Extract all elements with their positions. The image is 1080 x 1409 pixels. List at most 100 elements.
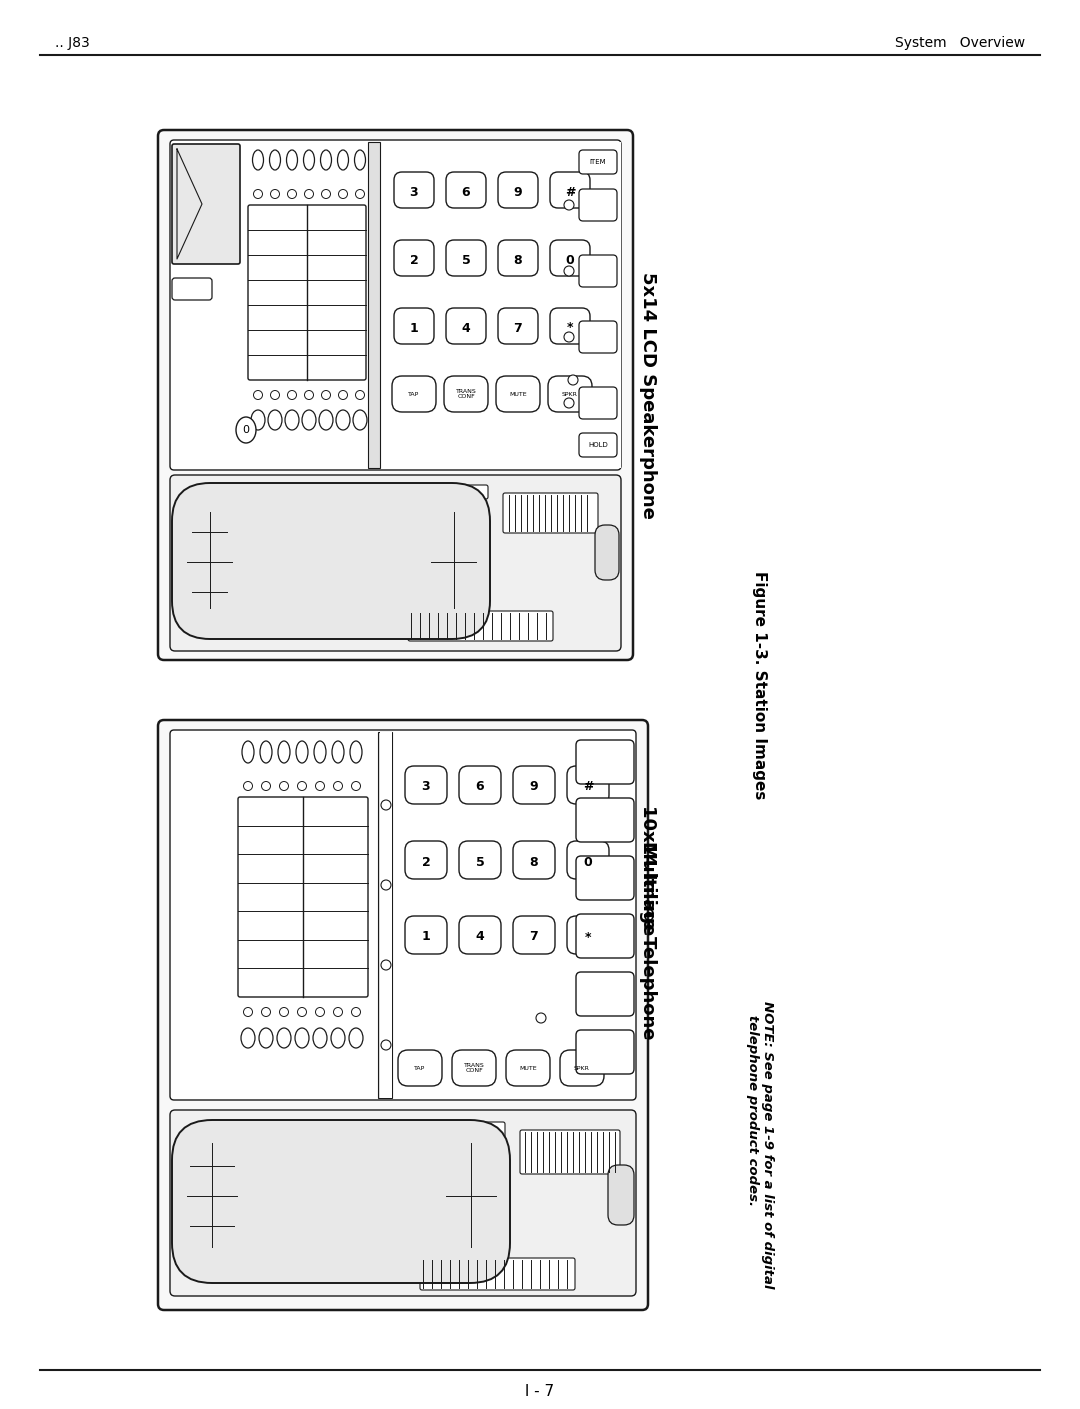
Text: 7: 7: [514, 321, 523, 334]
FancyBboxPatch shape: [444, 376, 488, 411]
Ellipse shape: [330, 1029, 345, 1048]
FancyBboxPatch shape: [172, 278, 212, 300]
FancyBboxPatch shape: [248, 204, 366, 380]
Circle shape: [355, 189, 365, 199]
Text: SPKR: SPKR: [575, 1065, 590, 1071]
FancyBboxPatch shape: [392, 376, 436, 411]
FancyBboxPatch shape: [576, 797, 634, 843]
FancyBboxPatch shape: [550, 309, 590, 344]
Ellipse shape: [319, 410, 333, 430]
FancyBboxPatch shape: [576, 914, 634, 958]
Circle shape: [355, 390, 365, 400]
Ellipse shape: [354, 149, 365, 170]
Circle shape: [280, 1007, 288, 1016]
Text: 1: 1: [409, 321, 418, 334]
FancyBboxPatch shape: [498, 309, 538, 344]
Ellipse shape: [286, 149, 297, 170]
FancyBboxPatch shape: [498, 172, 538, 209]
FancyBboxPatch shape: [446, 240, 486, 276]
Ellipse shape: [336, 410, 350, 430]
Text: 10x14 Image: 10x14 Image: [639, 805, 657, 936]
Ellipse shape: [253, 149, 264, 170]
Text: Figure 1-3. Station Images: Figure 1-3. Station Images: [753, 571, 768, 799]
Circle shape: [243, 1007, 253, 1016]
Circle shape: [287, 189, 297, 199]
Circle shape: [254, 390, 262, 400]
Ellipse shape: [237, 417, 256, 442]
Circle shape: [297, 782, 307, 790]
Text: l - 7: l - 7: [526, 1385, 554, 1399]
Circle shape: [334, 782, 342, 790]
Ellipse shape: [313, 1029, 327, 1048]
FancyBboxPatch shape: [158, 720, 648, 1310]
Text: Multiline Telephone: Multiline Telephone: [639, 841, 657, 1040]
Ellipse shape: [303, 149, 314, 170]
FancyBboxPatch shape: [567, 916, 609, 954]
Circle shape: [381, 881, 391, 890]
Circle shape: [381, 960, 391, 969]
Text: 0: 0: [566, 254, 575, 266]
Ellipse shape: [276, 1029, 291, 1048]
Text: 7: 7: [529, 930, 538, 944]
Text: TAP: TAP: [415, 1065, 426, 1071]
FancyBboxPatch shape: [608, 1165, 634, 1224]
Text: 9: 9: [529, 781, 538, 793]
Circle shape: [564, 333, 573, 342]
Circle shape: [315, 1007, 324, 1016]
Circle shape: [261, 782, 270, 790]
FancyBboxPatch shape: [576, 1030, 634, 1074]
Circle shape: [334, 1007, 342, 1016]
FancyBboxPatch shape: [513, 916, 555, 954]
FancyBboxPatch shape: [394, 240, 434, 276]
FancyBboxPatch shape: [576, 972, 634, 1016]
Ellipse shape: [251, 410, 265, 430]
FancyBboxPatch shape: [579, 321, 617, 354]
Text: #: #: [565, 186, 576, 199]
FancyBboxPatch shape: [561, 1050, 604, 1086]
FancyBboxPatch shape: [550, 240, 590, 276]
Circle shape: [536, 1013, 546, 1023]
Text: ITEM: ITEM: [590, 159, 606, 165]
Ellipse shape: [278, 741, 291, 764]
Ellipse shape: [353, 410, 367, 430]
Circle shape: [564, 266, 573, 276]
FancyBboxPatch shape: [170, 475, 621, 651]
Ellipse shape: [285, 410, 299, 430]
FancyBboxPatch shape: [399, 1050, 442, 1086]
FancyBboxPatch shape: [579, 387, 617, 418]
Bar: [378, 733, 392, 1098]
Circle shape: [351, 782, 361, 790]
Ellipse shape: [314, 741, 326, 764]
Text: HOLD: HOLD: [589, 442, 608, 448]
FancyBboxPatch shape: [394, 309, 434, 344]
Circle shape: [297, 1007, 307, 1016]
FancyBboxPatch shape: [448, 485, 488, 499]
Circle shape: [270, 390, 280, 400]
Text: 3: 3: [421, 781, 430, 793]
FancyBboxPatch shape: [170, 1110, 636, 1296]
Ellipse shape: [302, 410, 316, 430]
FancyBboxPatch shape: [405, 841, 447, 879]
Circle shape: [243, 782, 253, 790]
FancyBboxPatch shape: [408, 612, 553, 641]
FancyBboxPatch shape: [519, 1130, 620, 1174]
FancyBboxPatch shape: [441, 1138, 501, 1253]
Text: MUTE: MUTE: [519, 1065, 537, 1071]
Text: 1: 1: [421, 930, 430, 944]
Text: MUTE: MUTE: [509, 392, 527, 396]
Text: 5: 5: [475, 855, 484, 868]
Text: 5x14 LCD Speakerphone: 5x14 LCD Speakerphone: [639, 272, 657, 519]
Text: 0: 0: [243, 426, 249, 435]
FancyBboxPatch shape: [507, 1050, 550, 1086]
FancyBboxPatch shape: [498, 240, 538, 276]
Circle shape: [287, 390, 297, 400]
FancyBboxPatch shape: [446, 309, 486, 344]
FancyBboxPatch shape: [567, 766, 609, 805]
Circle shape: [381, 1040, 391, 1050]
Text: TRANS
CONF: TRANS CONF: [463, 1062, 484, 1074]
Circle shape: [305, 189, 313, 199]
Circle shape: [322, 390, 330, 400]
Text: System   Overview: System Overview: [895, 37, 1025, 49]
FancyBboxPatch shape: [446, 172, 486, 209]
Ellipse shape: [337, 149, 349, 170]
